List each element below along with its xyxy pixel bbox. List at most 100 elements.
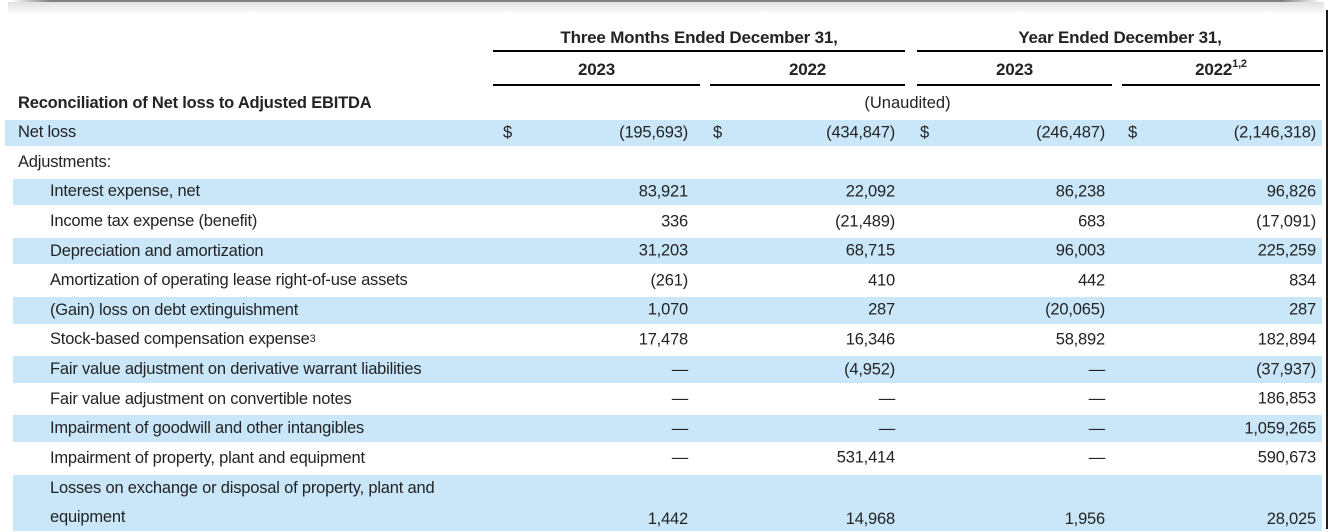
row-label: Net loss [18, 123, 77, 142]
cell-value: 17,478 [638, 330, 688, 349]
cell-value: (4,952) [844, 360, 895, 379]
table-row: Adjustments: [0, 148, 1332, 178]
cell-value: 1,070 [647, 300, 688, 319]
row-label: Amortization of operating lease right-of… [50, 271, 408, 290]
cell-value: 590,673 [1257, 448, 1316, 467]
cell-value: (21,489) [835, 212, 895, 231]
cell-value: — [1088, 419, 1106, 438]
cell-value: 683 [1078, 212, 1105, 231]
row-label: Interest expense, net [50, 182, 200, 201]
row-label: Adjustments: [18, 152, 111, 171]
table-body: Net loss $ (195,693) $ (434,847) $ (246,487) $ (… [0, 118, 1332, 532]
column-group-header-three-months: Three Months Ended December 31, [493, 27, 905, 52]
row-highlight [13, 178, 1322, 206]
cell-value: (434,847) [826, 123, 895, 142]
cell-value: 287 [868, 300, 895, 319]
cell-value: — [671, 448, 689, 467]
table-row: Depreciation and amortization 31,203 68,71… [0, 236, 1332, 266]
column-header-2023-fy: 2023 [917, 56, 1112, 86]
cell-value: (261) [650, 271, 688, 290]
cell-value: 31,203 [638, 241, 688, 260]
table-row: Losses on exchange or disposal of proper… [0, 473, 1332, 532]
cell-value: — [1088, 448, 1106, 467]
row-label: Impairment of property, plant and equipm… [50, 448, 365, 467]
cell-value: 834 [1289, 271, 1316, 290]
cell-value: (20,065) [1045, 300, 1105, 319]
cell-value: 68,715 [845, 241, 895, 260]
cell-value: (246,487) [1036, 123, 1105, 142]
cell-value: 186,853 [1257, 389, 1316, 408]
dollar-sign: $ [503, 123, 513, 142]
table-row: (Gain) loss on debt extinguishment 1,070 2… [0, 296, 1332, 326]
cell-value: 410 [868, 271, 895, 290]
year-label: 2022 [1195, 60, 1233, 79]
cell-value: 442 [1078, 271, 1105, 290]
row-highlight [13, 474, 1322, 531]
cell-value: 22,092 [845, 182, 895, 201]
cell-value: (37,937) [1256, 360, 1316, 379]
column-header-2022-q: 2022 [710, 56, 905, 86]
sheet-top-edge [11, 0, 1321, 2]
sheet-top-shadow [8, 2, 1324, 14]
cell-value: 531,414 [836, 448, 895, 467]
cell-value: — [671, 360, 689, 379]
footnote-marker: 1,2 [1232, 58, 1247, 71]
table-row: Impairment of goodwill and other intangi… [0, 414, 1332, 444]
year-label: 2022 [788, 60, 827, 79]
unaudited-note: (Unaudited) [864, 93, 951, 112]
cell-value: 16,346 [845, 330, 895, 349]
cell-value: 287 [1289, 300, 1316, 319]
cell-value: — [1088, 389, 1106, 408]
row-label: Fair value adjustment on derivative warr… [50, 360, 422, 379]
table-row: Interest expense, net 83,921 22,092 86,238 9… [0, 177, 1332, 207]
dollar-sign: $ [1128, 123, 1138, 142]
row-label: Stock-based compensation expense 3 [50, 330, 316, 349]
cell-value: (195,693) [619, 123, 688, 142]
row-label: (Gain) loss on debt extinguishment [50, 300, 299, 319]
cell-value: — [878, 389, 896, 408]
row-highlight [13, 237, 1322, 265]
row-highlight [13, 297, 1322, 324]
cell-value: 1,442 [647, 510, 688, 529]
cell-value: 182,894 [1257, 330, 1316, 349]
column-header-2023-q: 2023 [493, 56, 700, 86]
cell-value: 96,826 [1266, 182, 1316, 201]
column-header-2022-fy: 20221,2 [1122, 56, 1320, 86]
dollar-sign: $ [713, 123, 723, 142]
dollar-sign: $ [920, 123, 930, 142]
row-label: Depreciation and amortization [50, 241, 264, 260]
cell-value: 14,968 [845, 510, 895, 529]
cell-value: 58,892 [1055, 330, 1105, 349]
table-row: Fair value adjustment on derivative warr… [0, 355, 1332, 385]
table-row: Fair value adjustment on convertible not… [0, 384, 1332, 414]
table-row: Stock-based compensation expense 3 17,478 1… [0, 325, 1332, 355]
column-group-header-year: Year Ended December 31, [917, 27, 1323, 52]
cell-value: — [1088, 360, 1106, 379]
cell-value: 28,025 [1266, 510, 1316, 529]
cell-value: (17,091) [1256, 212, 1316, 231]
cell-value: — [671, 389, 689, 408]
row-highlight [13, 415, 1322, 443]
sheet-right-border [1326, 10, 1328, 529]
row-label: Losses on exchange or disposal of proper… [50, 479, 435, 526]
row-label: Fair value adjustment on convertible not… [50, 389, 352, 408]
cell-value: (2,146,318) [1233, 123, 1316, 142]
cell-value: — [878, 419, 896, 438]
row-highlight [5, 119, 1322, 147]
cell-value: 1,956 [1064, 510, 1105, 529]
row-highlight [13, 356, 1322, 383]
cell-value: 225,259 [1257, 241, 1316, 260]
year-label: 2023 [995, 60, 1034, 79]
cell-value: 336 [661, 212, 688, 231]
table-row: Impairment of property, plant and equipm… [0, 444, 1332, 474]
cell-value: 83,921 [638, 182, 688, 201]
cell-value: 86,238 [1055, 182, 1105, 201]
cell-value: — [671, 419, 689, 438]
row-label: Impairment of goodwill and other intangi… [50, 419, 365, 438]
year-label: 2023 [577, 60, 616, 79]
cell-value: 96,003 [1055, 241, 1105, 260]
row-label: Income tax expense (benefit) [50, 212, 258, 231]
cell-value: 1,059,265 [1244, 419, 1316, 438]
section-header-row: Reconciliation of Net loss to Adjusted E… [0, 88, 1332, 118]
